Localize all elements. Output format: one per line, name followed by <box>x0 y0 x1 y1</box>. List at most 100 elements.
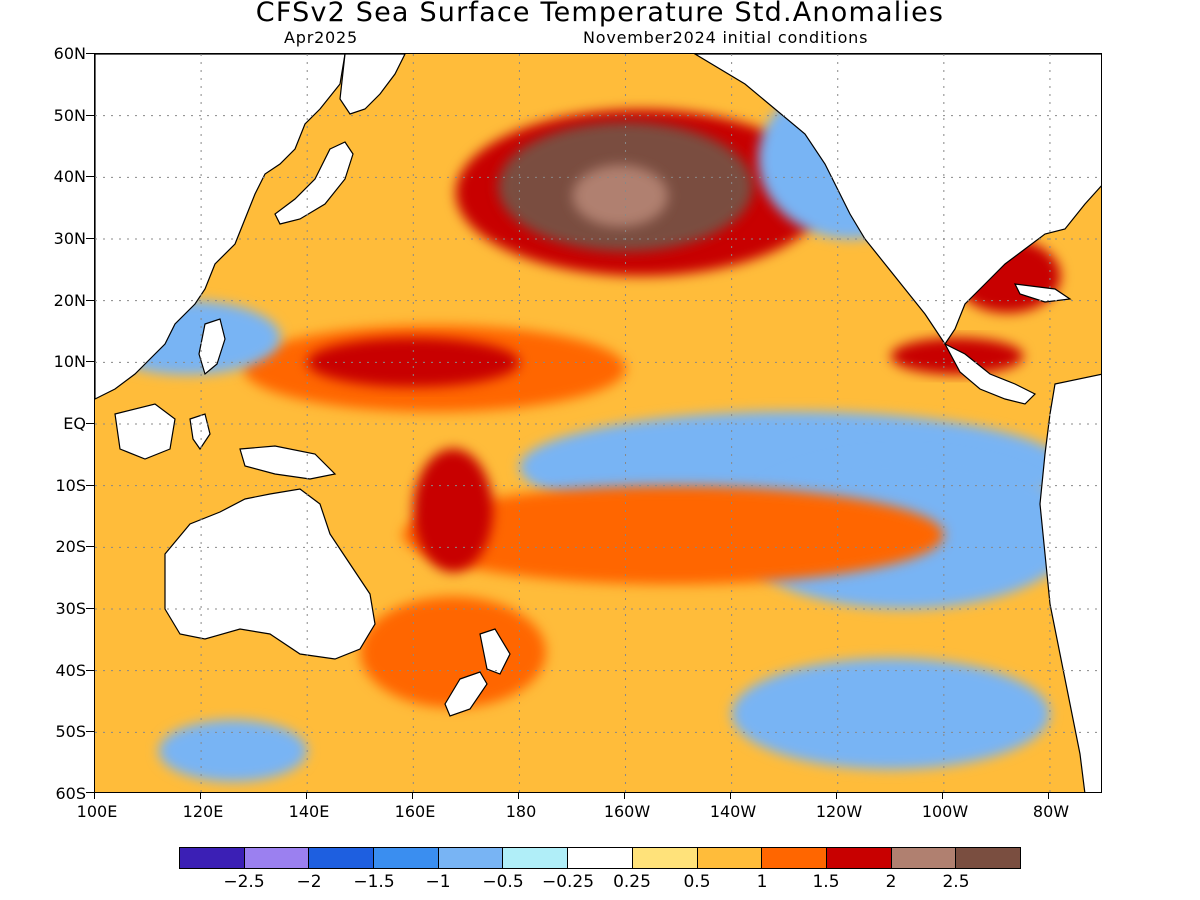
philippines-island <box>198 318 226 376</box>
colorbar-swatch <box>632 848 698 868</box>
lat-label: 50N <box>53 106 86 125</box>
south-pacific-warm-core <box>413 448 493 572</box>
initial-conditions: November2024 initial conditions <box>583 28 869 47</box>
colorbar-label: 1.5 <box>812 872 840 892</box>
lon-tick <box>306 793 307 799</box>
lat-label: 10S <box>55 476 86 495</box>
colorbar-swatch <box>891 848 957 868</box>
siberia-landmass <box>339 54 406 115</box>
lon-label: 160W <box>603 802 651 821</box>
south-america-landmass <box>1039 373 1101 792</box>
colorbar-swatch <box>762 848 827 868</box>
lat-label: 30S <box>55 599 86 618</box>
colorbar-swatch <box>956 848 1020 868</box>
lat-label: 60S <box>55 784 86 803</box>
north-pacific-peak <box>572 165 668 227</box>
map-canvas <box>95 54 1101 792</box>
lon-label: 160E <box>394 802 436 821</box>
lat-tick <box>86 546 94 547</box>
lat-tick <box>86 423 94 424</box>
lon-label: 140W <box>709 802 757 821</box>
lat-label: 20S <box>55 537 86 556</box>
land-layer <box>95 54 1101 792</box>
western-pacific-core <box>307 337 520 388</box>
lat-tick <box>86 176 94 177</box>
nz-north-island <box>479 628 511 675</box>
colorbar-label: −0.5 <box>482 872 524 892</box>
colorbar-swatch <box>244 848 310 868</box>
lat-tick <box>86 792 94 793</box>
lon-tick <box>624 793 625 799</box>
south-pacific-warm-band <box>402 485 944 585</box>
colorbar-swatch <box>180 848 245 868</box>
lon-label: 140E <box>288 802 330 821</box>
colorbar-label: −1.5 <box>353 872 395 892</box>
lon-tick <box>518 793 519 799</box>
lon-tick <box>836 793 837 799</box>
lat-tick <box>86 731 94 732</box>
colorbar-swatch <box>309 848 375 868</box>
forecast-month: Apr2025 <box>284 28 358 47</box>
sulawesi-island <box>189 413 211 451</box>
lon-tick <box>200 793 201 799</box>
colorbar-swatch <box>826 848 892 868</box>
colorbar-label: −2.5 <box>223 872 265 892</box>
colorbar-swatch <box>568 848 633 868</box>
colorbar-label: −1 <box>425 872 451 892</box>
central-america-landmass <box>943 342 1037 405</box>
lat-label: EQ <box>63 414 86 433</box>
lon-label: 100E <box>76 802 118 821</box>
australia-landmass <box>164 488 376 660</box>
colorbar-label: 2.5 <box>942 872 970 892</box>
lon-label: 120E <box>182 802 224 821</box>
lon-tick <box>94 793 95 799</box>
lat-tick <box>86 238 94 239</box>
graticule <box>95 54 1101 792</box>
colorbar-swatch <box>697 848 763 868</box>
lat-tick <box>86 608 94 609</box>
lat-label: 60N <box>53 44 86 63</box>
lat-label: 30N <box>53 229 86 248</box>
lon-tick <box>730 793 731 799</box>
lat-label: 50S <box>55 722 86 741</box>
lat-label: 10N <box>53 352 86 371</box>
anomaly-layer <box>95 78 1077 782</box>
nz-south-island <box>444 671 488 717</box>
southwest-indian-cool <box>158 720 308 782</box>
japan-island <box>274 141 354 225</box>
lat-label: 20N <box>53 291 86 310</box>
lat-tick <box>86 53 94 54</box>
colorbar-label: −0.25 <box>541 872 595 892</box>
colorbar-label: 1 <box>756 872 768 892</box>
map-title: CFSv2 Sea Surface Temperature Std.Anomal… <box>255 0 945 28</box>
lon-label: 80W <box>1032 802 1070 821</box>
asia-landmass <box>95 54 346 400</box>
lat-tick <box>86 300 94 301</box>
colorbar-label: 0.5 <box>683 872 711 892</box>
sst-anomaly-map <box>94 53 1102 793</box>
lon-label: 100W <box>921 802 969 821</box>
lon-tick <box>1048 793 1049 799</box>
new-guinea-island <box>239 445 337 480</box>
lon-label: 180 <box>505 802 537 821</box>
colorbar-label: −2 <box>296 872 322 892</box>
lat-label: 40N <box>53 167 86 186</box>
lat-label: 40S <box>55 661 86 680</box>
lon-tick <box>412 793 413 799</box>
colorbar-swatch <box>503 848 569 868</box>
lat-tick <box>86 361 94 362</box>
lon-tick <box>942 793 943 799</box>
lat-tick <box>86 670 94 671</box>
colorbar-legend <box>179 847 1021 869</box>
tasman-warm <box>360 596 546 708</box>
colorbar-label: 2 <box>885 872 897 892</box>
colorbar-swatch <box>374 848 439 868</box>
southern-ocean-cool <box>731 658 1050 770</box>
lat-tick <box>86 485 94 486</box>
lat-tick <box>86 115 94 116</box>
colorbar-swatch <box>438 848 504 868</box>
cuba-island <box>1013 283 1072 303</box>
colorbar-label: 0.25 <box>613 872 651 892</box>
lon-label: 120W <box>815 802 863 821</box>
borneo-island <box>114 403 176 460</box>
